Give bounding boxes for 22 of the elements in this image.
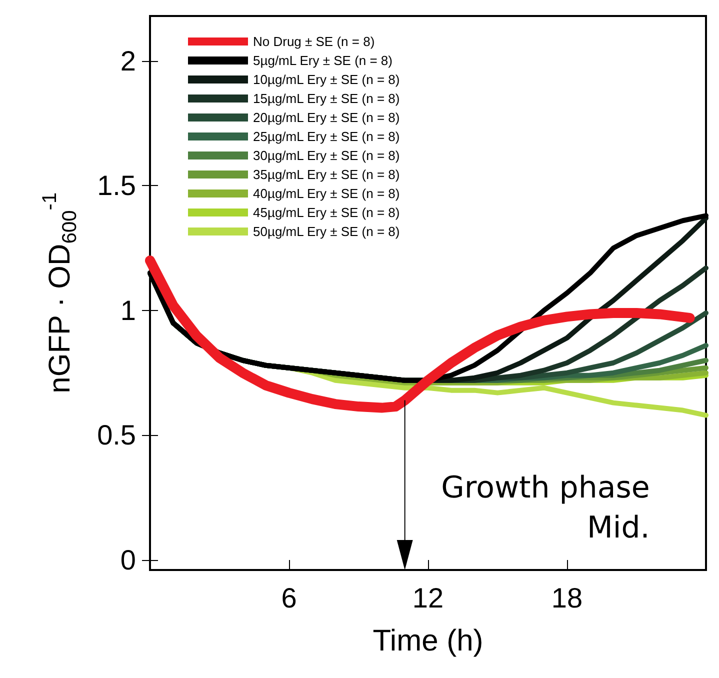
legend-label: 20µg/mL Ery ± SE (n = 8) (253, 110, 400, 125)
legend-label: 10µg/mL Ery ± SE (n = 8) (253, 72, 400, 87)
x-axis-title: Time (h) (372, 624, 484, 658)
y-axis-title: nGFP · OD600-1 (39, 192, 81, 394)
legend-label: 45µg/mL Ery ± SE (n = 8) (253, 205, 400, 220)
x-tick-label: 6 (281, 582, 297, 614)
y-tick-label: 2 (120, 45, 136, 76)
x-tick-label: 18 (551, 582, 583, 614)
legend-label: 35µg/mL Ery ± SE (n = 8) (253, 167, 400, 182)
legend-label: 30µg/mL Ery ± SE (n = 8) (253, 148, 400, 163)
legend-label: 40µg/mL Ery ± SE (n = 8) (253, 186, 400, 201)
y-tick-label: 1 (120, 294, 136, 326)
legend-label: No Drug ± SE (n = 8) (253, 34, 375, 49)
annotation: Growth phase Mid. (441, 470, 650, 546)
y-tick-label: 1.5 (97, 170, 136, 202)
x-tick-label: 12 (412, 582, 444, 614)
legend-label: 25µg/mL Ery ± SE (n = 8) (253, 129, 400, 144)
y-tick-label: 0.5 (97, 420, 136, 451)
legend-label: 50µg/mL Ery ± SE (n = 8) (253, 224, 400, 239)
legend-label: 15µg/mL Ery ± SE (n = 8) (253, 91, 400, 106)
y-tick-label: 0 (120, 544, 136, 576)
legend-label: 5µg/mL Ery ± SE (n = 8) (253, 53, 392, 68)
